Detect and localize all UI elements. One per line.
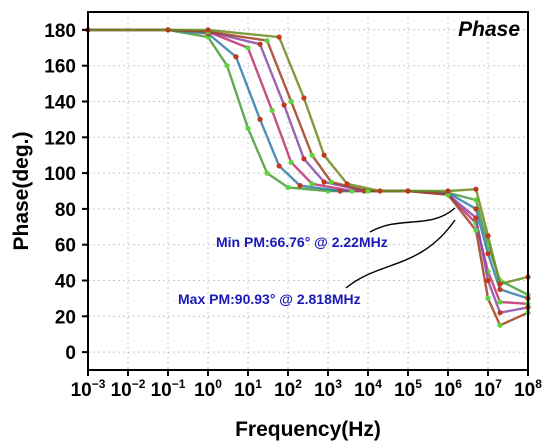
- y-tick-label: 20: [55, 307, 76, 328]
- series-line-5: [88, 28, 529, 327]
- annotations: Min PM:66.76° @ 2.22MHz Max PM:90.93° @ 2…: [178, 207, 456, 307]
- y-tick-label: 80: [55, 200, 76, 221]
- series-5-point: [264, 38, 270, 44]
- series-6-point: [473, 186, 479, 192]
- series-4-point: [321, 179, 327, 185]
- series-5-point: [288, 98, 294, 105]
- series-5-point: [485, 295, 491, 301]
- series-6-point: [485, 233, 491, 239]
- series-5-point: [309, 152, 315, 158]
- x-tick-label: 100: [194, 377, 222, 401]
- series-line-4: [88, 28, 529, 314]
- series-line-2: [88, 28, 529, 300]
- series-5-point: [328, 179, 334, 185]
- x-tick-label: 107: [474, 377, 502, 401]
- y-tick-label: 180: [44, 21, 76, 42]
- chart-title: Phase: [458, 18, 520, 41]
- annotation-max-pm: Max PM:90.93° @ 2.818MHz: [178, 291, 361, 307]
- series-5-point: [497, 322, 503, 328]
- series-3-point: [309, 181, 315, 187]
- y-tick-label: 40: [55, 272, 76, 293]
- x-tick-label: 105: [394, 377, 422, 401]
- series-4-point: [485, 277, 491, 284]
- series-3-point: [288, 159, 294, 165]
- x-tick-label: 106: [434, 377, 462, 401]
- series-2-point: [233, 54, 239, 60]
- x-tick-label: 10−2: [111, 377, 146, 401]
- series-line-3: [88, 28, 529, 305]
- series-3-point: [497, 299, 503, 305]
- series-2-point: [276, 163, 282, 169]
- ticks: 10−3 10−2 10−1 100 101 102 103 104 105 106 107 108 0…: [44, 21, 542, 401]
- series-line-6: [88, 28, 529, 286]
- series-4-point: [281, 102, 287, 108]
- series-1-point: [264, 170, 270, 176]
- series-3-point: [245, 45, 251, 51]
- y-tick-label: 60: [55, 236, 76, 257]
- annotation-min-pm: Min PM:66.76° @ 2.22MHz: [216, 234, 388, 250]
- series-2-point: [497, 286, 503, 293]
- series-4-point: [301, 156, 307, 162]
- series-2-point: [257, 116, 263, 122]
- x-axis-title: Frequency(Hz): [235, 418, 381, 441]
- annotation-arrow-max: [345, 219, 456, 289]
- x-tick-label: 10−1: [151, 377, 186, 401]
- series-6-point: [321, 152, 327, 158]
- series-3-point: [269, 107, 275, 114]
- x-tick-label: 10−3: [71, 377, 106, 401]
- x-tick-label: 104: [354, 377, 382, 401]
- x-tick-label: 102: [274, 377, 302, 401]
- y-tick-label: 140: [44, 93, 76, 114]
- series-1-point: [285, 184, 291, 191]
- series-5-point: [445, 191, 451, 198]
- series-5-point: [473, 227, 479, 233]
- series-6-point: [205, 27, 211, 33]
- annotation-arrow-min: [369, 207, 456, 233]
- x-tick-label: 101: [234, 377, 262, 401]
- series-6-point: [377, 188, 383, 194]
- series-4-point: [497, 310, 503, 316]
- series-2-point: [473, 206, 479, 212]
- series-4-point: [473, 215, 479, 221]
- series-6-point: [405, 188, 411, 194]
- x-tick-label: 103: [314, 377, 342, 401]
- x-tick-label: 108: [514, 377, 542, 401]
- series-6-point: [497, 281, 503, 287]
- series-1-point: [245, 125, 251, 131]
- series-2-point: [297, 183, 303, 189]
- series-1-point: [224, 63, 230, 69]
- y-tick-label: 0: [65, 343, 76, 364]
- series-6-point: [344, 181, 350, 187]
- plot-frame: [87, 11, 529, 371]
- series-6-point: [276, 34, 282, 40]
- series-group: [85, 27, 531, 328]
- series-2-point: [485, 251, 491, 257]
- series-6-point: [165, 27, 171, 33]
- series-6-point: [301, 95, 307, 101]
- series-6-point: [445, 188, 451, 194]
- y-tick-label: 120: [44, 128, 76, 149]
- y-tick-label: 160: [44, 57, 76, 78]
- y-axis-title: Phase(deg.): [10, 131, 33, 250]
- series-4-point: [257, 41, 263, 47]
- y-tick-label: 100: [44, 164, 76, 185]
